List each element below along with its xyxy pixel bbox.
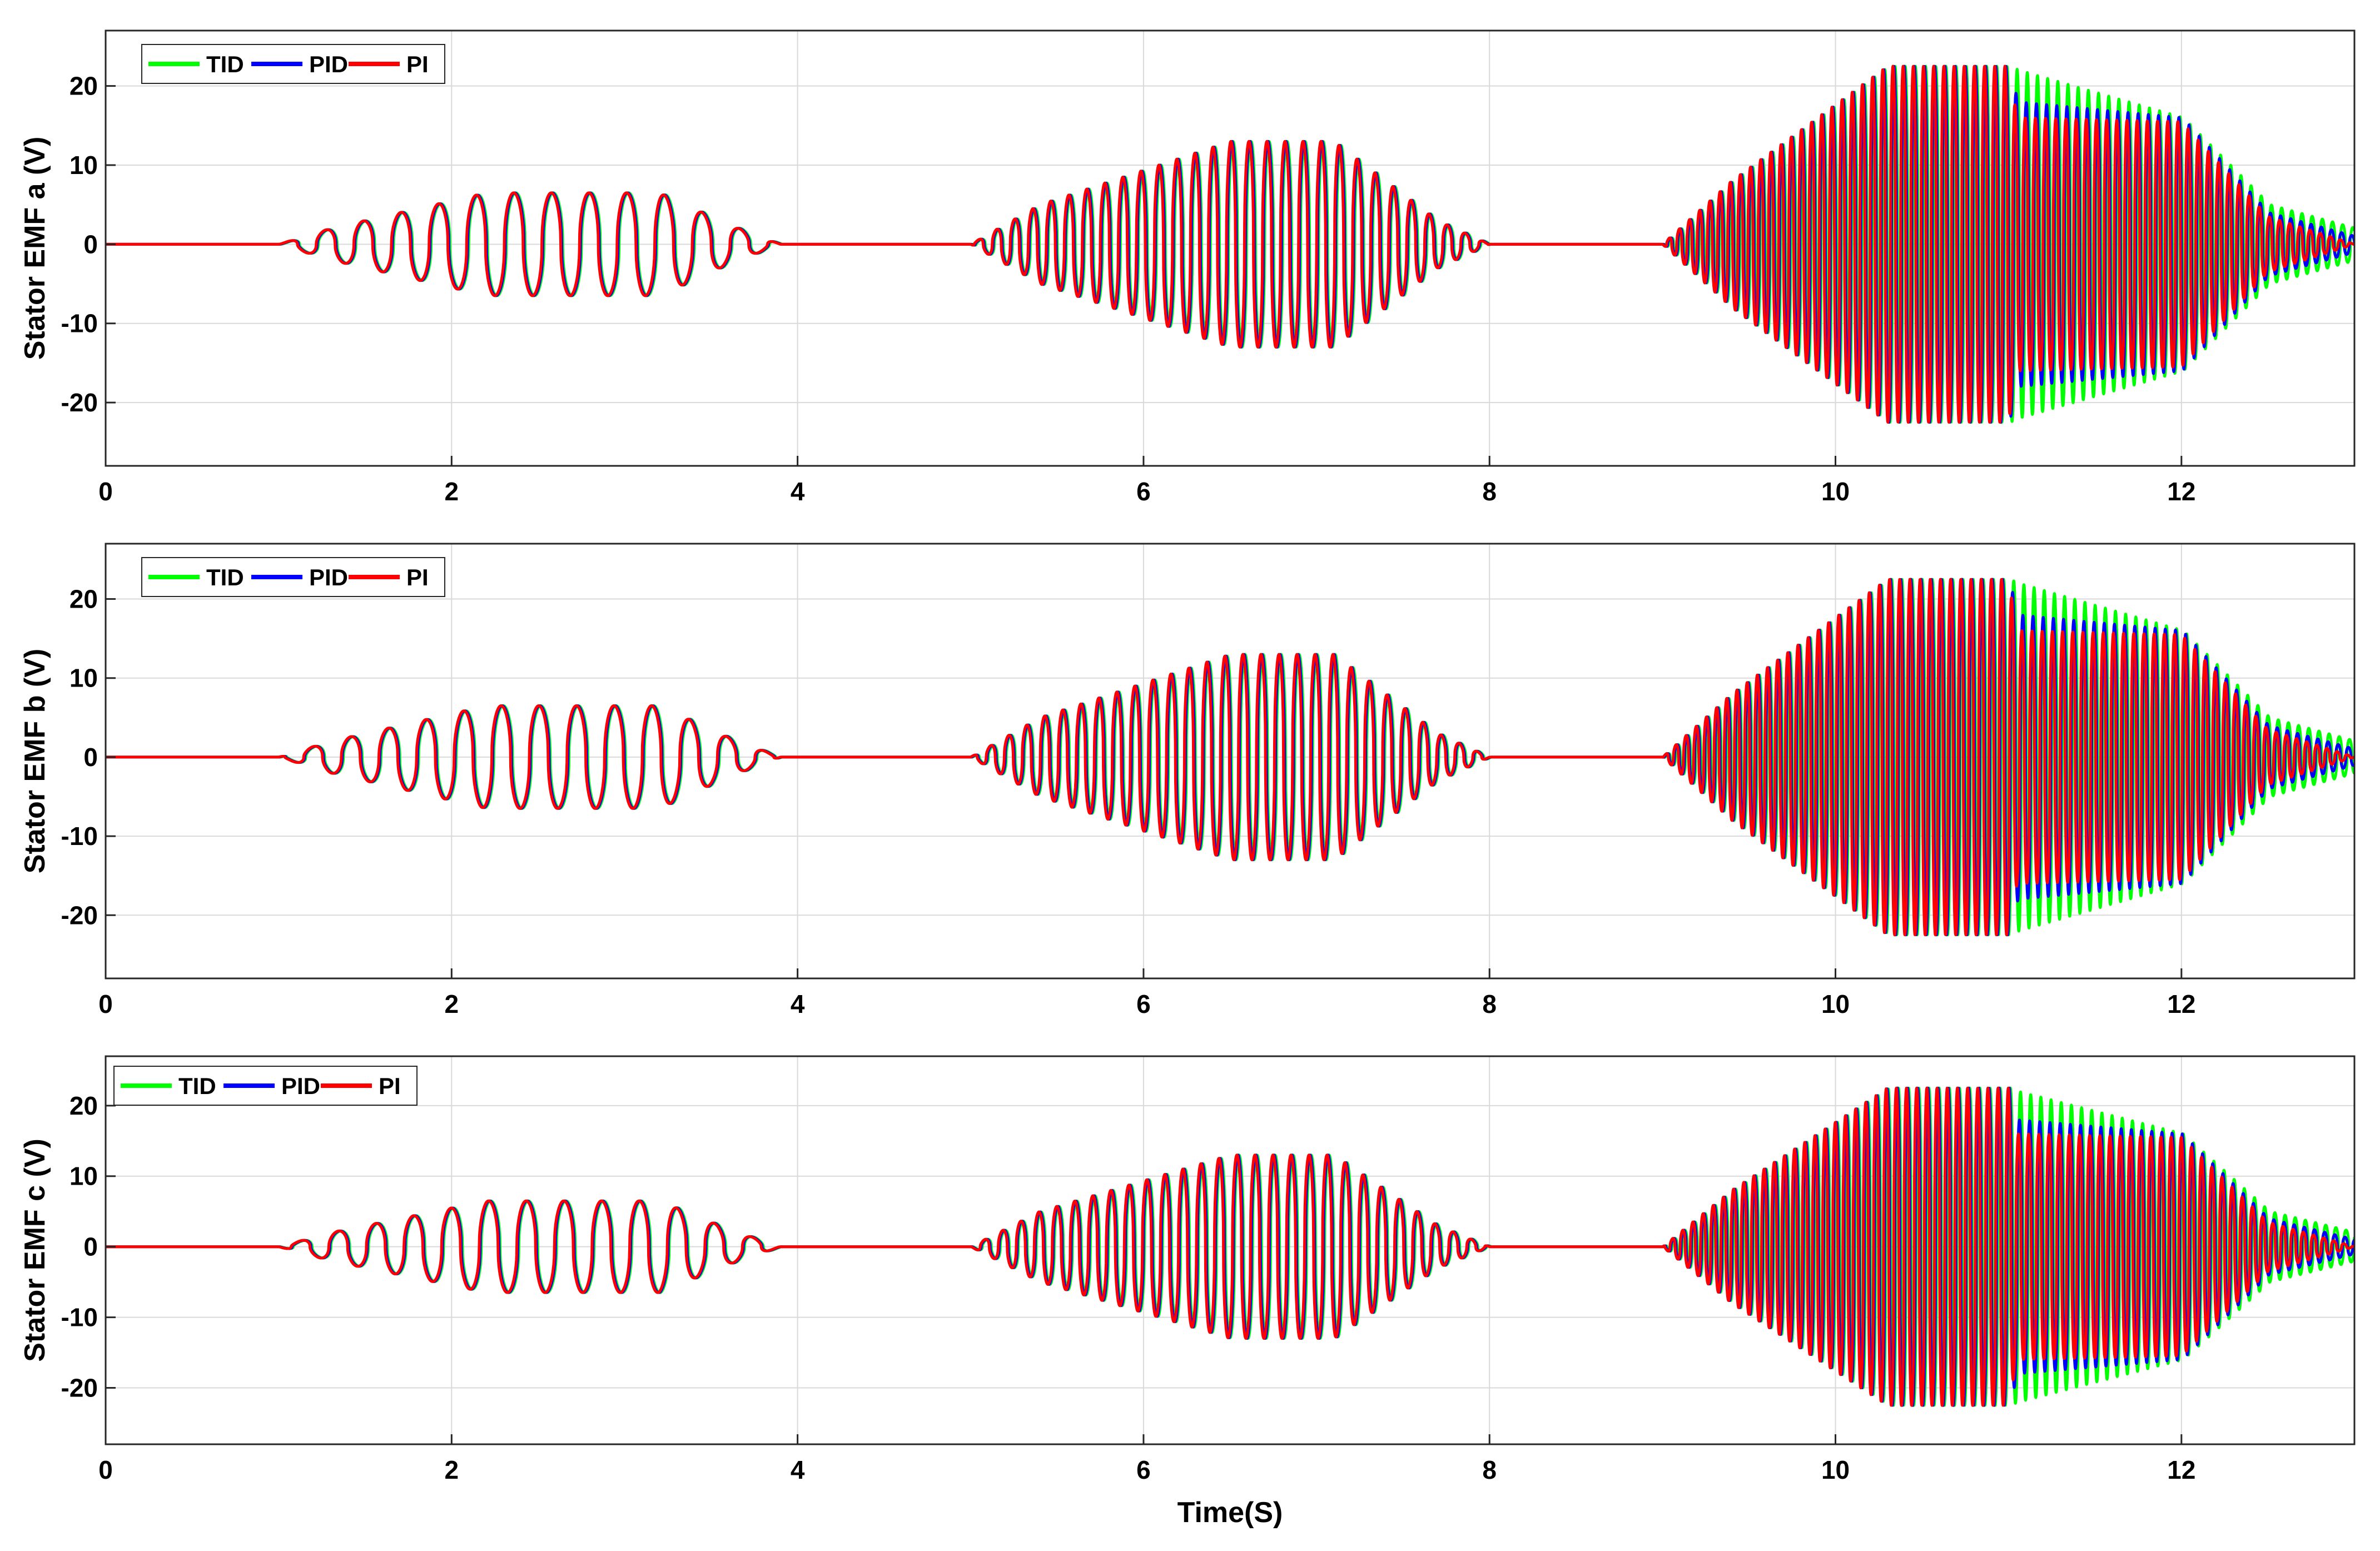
- x-tick-label: 10: [1821, 990, 1850, 1018]
- axis-frame: [105, 1055, 2356, 1445]
- series-group: [106, 64, 2354, 424]
- series-group: [106, 1086, 2354, 1407]
- x-tick-label: 4: [791, 1455, 805, 1484]
- x-tick-label: 0: [98, 477, 113, 506]
- axis-frame: [105, 29, 2356, 467]
- legend: TID PID PI: [113, 1066, 418, 1106]
- x-tick-label: 2: [445, 1455, 459, 1484]
- x-tick-label: 12: [2167, 990, 2195, 1018]
- y-tick-label: 20: [69, 72, 98, 101]
- legend-label-pi: PI: [379, 1073, 401, 1099]
- x-tick-label: 4: [791, 477, 805, 506]
- legend: TID PID PI: [141, 44, 445, 84]
- y-tick-label: -20: [61, 1373, 98, 1402]
- y-axis-title: Stator EMF c (V): [19, 1139, 51, 1362]
- y-axis-title: Stator EMF a (V): [19, 137, 51, 360]
- series-line-pi: [106, 578, 2354, 937]
- x-tick-label: 6: [1136, 990, 1151, 1018]
- legend-label-tid: TID: [178, 1073, 216, 1099]
- x-tick-label: 4: [791, 990, 805, 1018]
- x-tick-label: 0: [98, 990, 113, 1018]
- series-group: [106, 578, 2354, 937]
- legend: TID PID PI: [141, 557, 445, 597]
- x-tick-label: 0: [98, 1455, 113, 1484]
- y-tick-label: 20: [69, 585, 98, 614]
- y-tick-label: 0: [83, 230, 98, 258]
- x-tick-label: 2: [445, 477, 459, 506]
- x-tick-label: 8: [1482, 477, 1497, 506]
- x-tick-label: 12: [2167, 1455, 2195, 1484]
- panel-3: 0 2 4 6 8 10 12 -20 -10 0 10 20 Stator EMF c (V) Time…: [19, 1055, 2356, 1529]
- x-tick-label: 8: [1482, 1455, 1497, 1484]
- y-tick-label: -10: [61, 309, 98, 338]
- y-tick-label: -20: [61, 388, 98, 417]
- y-tick-label: 10: [69, 151, 98, 180]
- x-axis-title: Time(S): [1177, 1497, 1283, 1529]
- x-tick-label: 6: [1136, 477, 1151, 506]
- legend-label-tid: TID: [206, 51, 244, 77]
- x-tick-label: 10: [1821, 1455, 1850, 1484]
- legend-label-pid: PID: [309, 51, 348, 77]
- series-line-pi: [106, 64, 2354, 424]
- x-tick-label: 8: [1482, 990, 1497, 1018]
- x-tick-label: 12: [2167, 477, 2195, 506]
- y-tick-label: 20: [69, 1091, 98, 1120]
- series-line-pi: [106, 1086, 2354, 1407]
- legend-label-pid: PID: [309, 564, 348, 590]
- legend-label-pi: PI: [406, 51, 429, 77]
- y-tick-label: 10: [69, 664, 98, 693]
- y-tick-label: -10: [61, 822, 98, 851]
- legend-label-pid: PID: [281, 1073, 320, 1099]
- x-tick-label: 10: [1821, 477, 1850, 506]
- legend-label-tid: TID: [206, 564, 244, 590]
- panel-2: 0 2 4 6 8 10 12 -20 -10 0 10 20 Stator EMF b (V) TID P…: [19, 543, 2356, 1018]
- y-tick-label: 10: [69, 1162, 98, 1191]
- y-tick-label: -20: [61, 901, 98, 929]
- y-tick-label: -10: [61, 1303, 98, 1332]
- axis-frame: [105, 543, 2356, 980]
- legend-label-pi: PI: [406, 564, 429, 590]
- y-axis-title: Stator EMF b (V): [19, 649, 51, 873]
- x-tick-label: 6: [1136, 1455, 1151, 1484]
- x-tick-label: 2: [445, 990, 459, 1018]
- panel-1: 0 2 4 6 8 10 12 -20 -10 0 10 20 Stator EMF a (V) TID P…: [19, 29, 2356, 506]
- y-tick-label: 0: [83, 1232, 98, 1261]
- y-tick-label: 0: [83, 743, 98, 772]
